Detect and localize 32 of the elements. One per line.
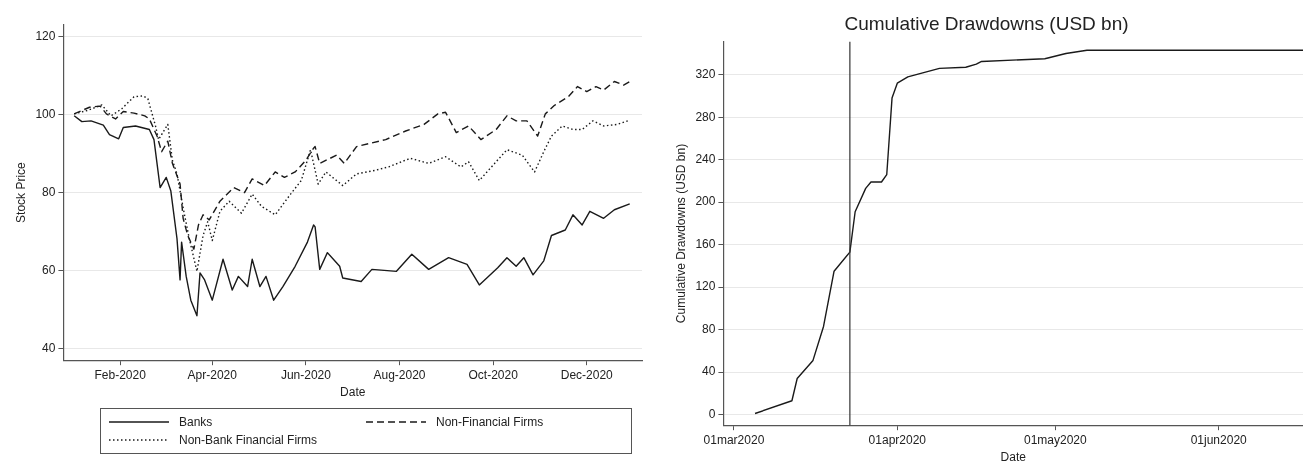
x-tick-label: Apr-2020 bbox=[187, 367, 238, 382]
x-tick-label: 01apr2020 bbox=[868, 432, 927, 447]
y-tick-label: 120 bbox=[35, 29, 56, 44]
x-axis-title: Date bbox=[1000, 450, 1027, 465]
y-tick-label: 120 bbox=[695, 279, 716, 294]
legend-label: Non-Bank Financial Firms bbox=[179, 433, 318, 447]
y-tick-label: 100 bbox=[35, 106, 56, 121]
x-tick-label: Dec-2020 bbox=[560, 367, 614, 382]
y-tick-label: 80 bbox=[42, 184, 56, 199]
x-tick-label: Feb-2020 bbox=[94, 367, 147, 382]
y-tick-label: 320 bbox=[695, 67, 716, 82]
y-axis-title: Cumulative Drawdowns (USD bn) bbox=[673, 143, 688, 324]
x-tick-label: 01mar2020 bbox=[703, 432, 765, 447]
y-tick-label: 40 bbox=[42, 340, 56, 355]
y-tick-label: 240 bbox=[695, 152, 716, 166]
y-tick-label: 0 bbox=[708, 406, 716, 421]
y-tick-label: 60 bbox=[42, 262, 56, 277]
x-tick-label: 01jun2020 bbox=[1190, 432, 1248, 447]
x-tick-label: Aug-2020 bbox=[373, 367, 426, 382]
legend-label: Non-Financial Firms bbox=[436, 415, 544, 429]
y-axis-title: Stock Price bbox=[13, 161, 28, 223]
x-axis-title: Date bbox=[340, 385, 366, 400]
y-tick-label: 280 bbox=[695, 109, 716, 124]
y-tick-label: 200 bbox=[695, 194, 716, 209]
x-tick-label: Oct-2020 bbox=[468, 367, 519, 382]
chart-title: Cumulative Drawdowns (USD bn) bbox=[844, 12, 1129, 34]
y-tick-label: 160 bbox=[695, 236, 716, 251]
x-tick-label: 01may2020 bbox=[1024, 432, 1088, 447]
y-tick-label: 40 bbox=[702, 364, 716, 379]
x-tick-label: Jun-2020 bbox=[280, 367, 332, 382]
legend-label: Banks bbox=[179, 415, 213, 429]
y-tick-label: 80 bbox=[702, 321, 716, 336]
